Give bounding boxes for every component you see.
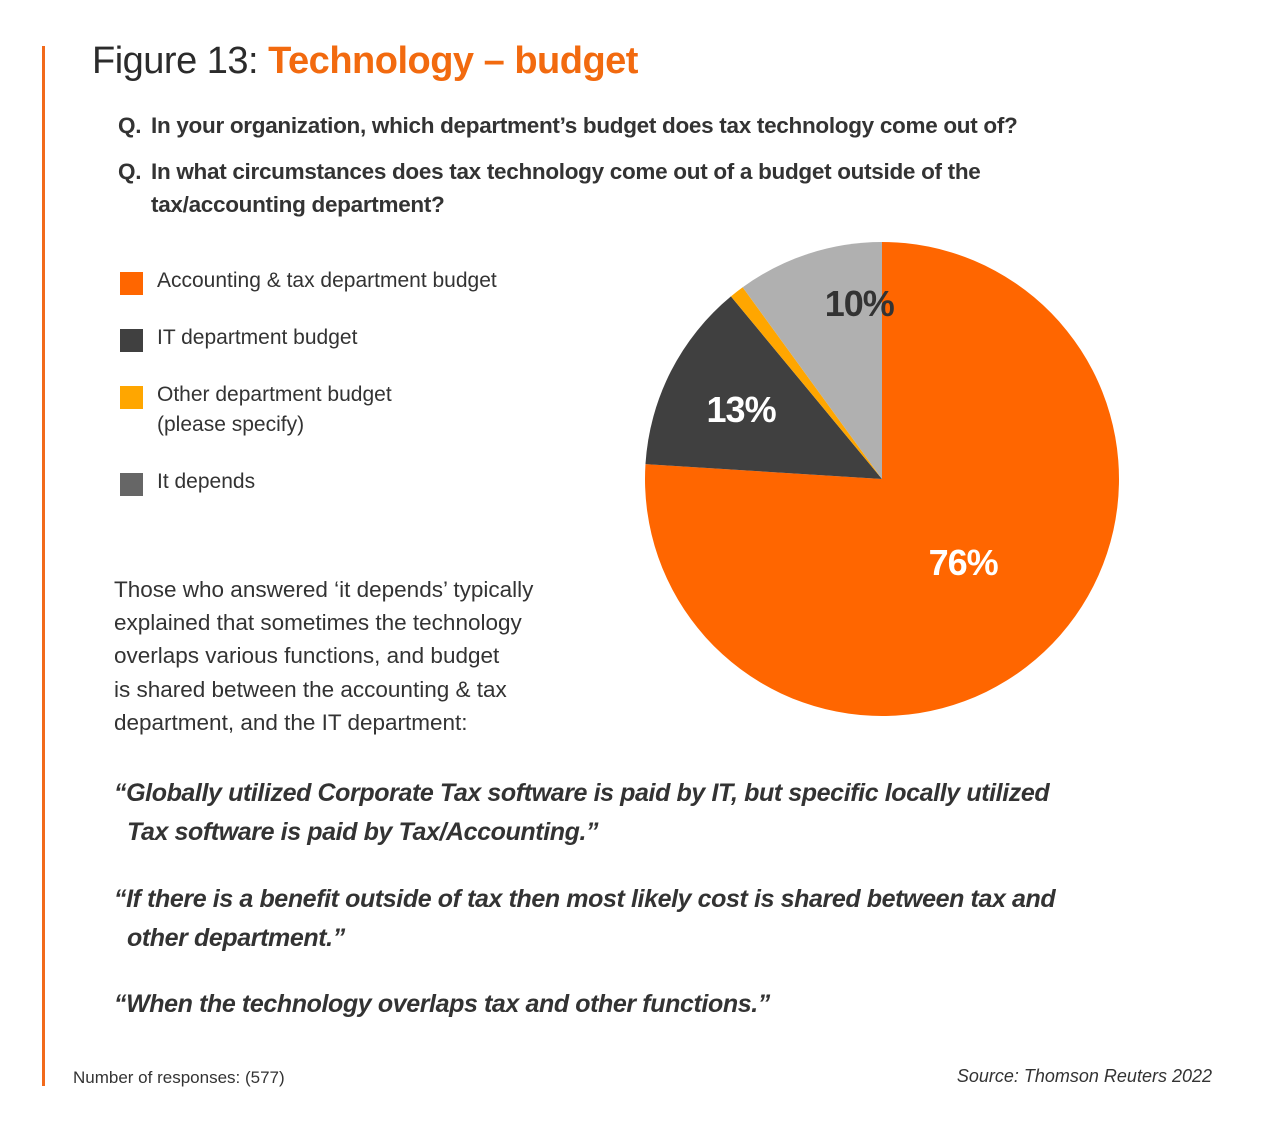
legend-swatch bbox=[120, 329, 143, 352]
explanation-line: is shared between the accounting & tax bbox=[114, 676, 507, 702]
question-1: Q. In your organization, which department… bbox=[118, 109, 1018, 142]
legend-swatch bbox=[120, 272, 143, 295]
explanation-line: overlaps various functions, and budget bbox=[114, 643, 500, 669]
pie-slice-it-department-budget bbox=[645, 296, 882, 479]
quote-line: “When the technology overlaps tax and ot… bbox=[114, 990, 770, 1018]
quote-2: “If there is a benefit outside of tax th… bbox=[114, 880, 1056, 958]
quote-line: Tax software is paid by Tax/Accounting.” bbox=[127, 818, 599, 846]
quote-3: “When the technology overlaps tax and ot… bbox=[114, 985, 770, 1024]
pie-label: 10% bbox=[825, 283, 895, 324]
question-text: In what circumstances does tax technolog… bbox=[151, 159, 981, 184]
explanation-line: department, and the IT department: bbox=[114, 709, 468, 735]
figure-heading: Technology – budget bbox=[268, 40, 638, 82]
pie-slice-it-depends bbox=[742, 242, 882, 479]
quote-line: “If there is a benefit outside of tax th… bbox=[114, 885, 1056, 913]
legend-item-it-depends: It depends bbox=[120, 467, 255, 497]
figure-title: Figure 13: Technology – budget bbox=[92, 38, 638, 84]
question-label: Q. bbox=[118, 113, 142, 138]
quote-1: “Globally utilized Corporate Tax softwar… bbox=[114, 774, 1050, 852]
explanation-text: Those who answered ‘it depends’ typicall… bbox=[114, 573, 634, 739]
legend-item-accounting-tax: Accounting & tax department budget bbox=[120, 266, 497, 296]
quote-line: “Globally utilized Corporate Tax softwar… bbox=[114, 779, 1050, 807]
question-text-continued: tax/accounting department? bbox=[151, 192, 445, 217]
pie-label: 76% bbox=[929, 542, 999, 583]
responses-count: Number of responses: (577) bbox=[73, 1068, 285, 1087]
pie-slice-other-department-budget-please-specify bbox=[730, 287, 882, 479]
quote-line: other department.” bbox=[127, 924, 345, 952]
explanation-line: explained that sometimes the technology bbox=[114, 610, 522, 636]
legend-swatch bbox=[120, 386, 143, 409]
explanation-line: Those who answered ‘it depends’ typicall… bbox=[114, 577, 534, 602]
figure-number: Figure 13: bbox=[92, 40, 269, 82]
accent-rule bbox=[42, 46, 45, 1086]
question-2: Q. In what circumstances does tax technol… bbox=[118, 155, 1158, 221]
question-label: Q. bbox=[118, 159, 142, 184]
legend-item-it-department: IT department budget bbox=[120, 323, 357, 353]
legend-label: It depends bbox=[157, 470, 256, 493]
legend-item-other-department: Other department budget (please specify) bbox=[120, 380, 392, 440]
question-text: In your organization, which department’s… bbox=[151, 113, 1018, 138]
pie-label: 13% bbox=[707, 389, 777, 430]
legend-swatch bbox=[120, 473, 143, 496]
legend-label: Other department budget (please specify) bbox=[157, 383, 392, 436]
legend-label: IT department budget bbox=[157, 326, 358, 349]
legend-label: Accounting & tax department budget bbox=[157, 269, 497, 292]
source-note: Source: Thomson Reuters 2022 bbox=[956, 1066, 1212, 1086]
